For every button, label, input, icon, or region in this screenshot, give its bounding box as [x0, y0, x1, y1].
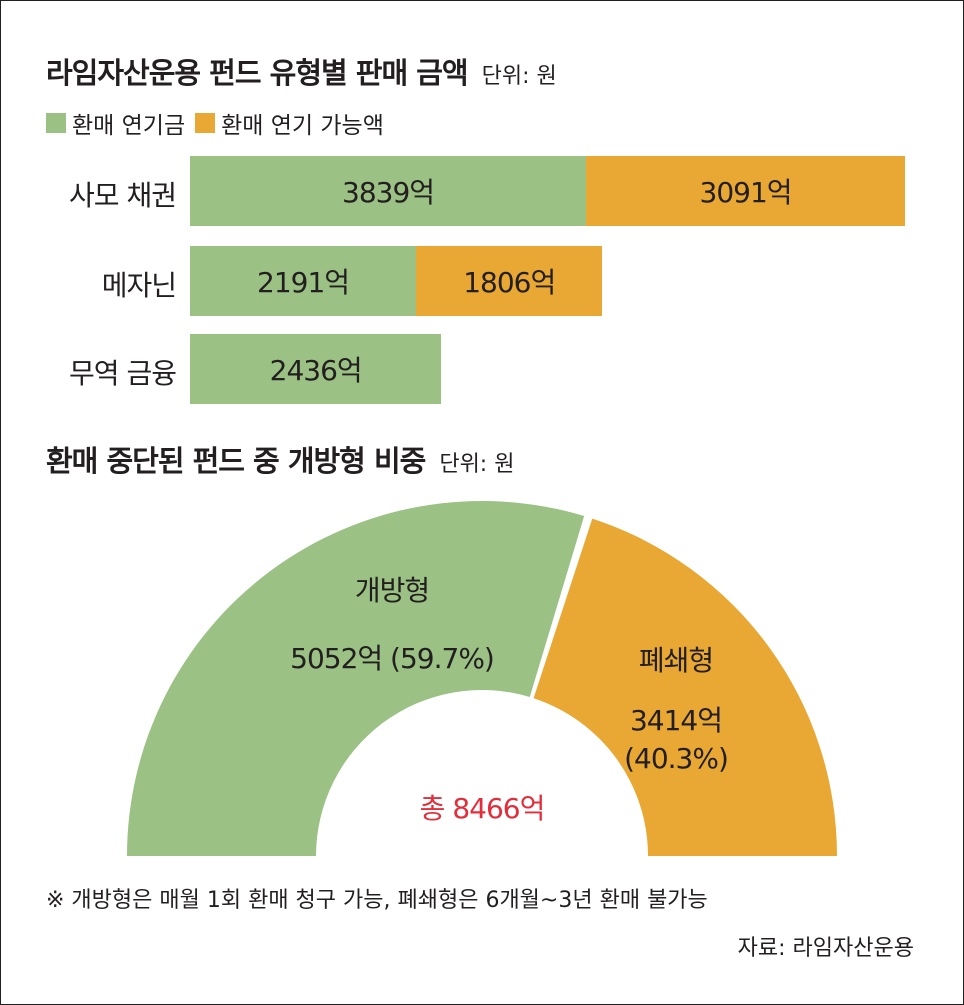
- donut-chart-title: 환매 중단된 펀드 중 개방형 비중 단위: 원: [46, 444, 515, 478]
- slice-name-label: 개방형: [355, 574, 429, 607]
- slice-name-label: 폐쇄형: [639, 644, 713, 677]
- legend-swatch-green: [46, 113, 66, 133]
- legend-label: 환매 연기금: [72, 113, 186, 139]
- donut-slice-open-ended: [127, 500, 585, 856]
- slice-value-label: 5052억 (59.7%): [290, 642, 494, 675]
- bar-segment: 3091억: [586, 156, 905, 226]
- bar-chart-unit: 단위: 원: [481, 64, 557, 89]
- bar-segment: 1806억: [416, 246, 603, 316]
- bar-segment: 3839억: [190, 156, 587, 226]
- slice-percent-label: (40.3%): [624, 742, 728, 775]
- slice-value-label: 3414억: [630, 704, 722, 737]
- bar-chart-title: 라임자산운용 펀드 유형별 판매 금액 단위: 원: [46, 56, 557, 90]
- legend-item-deferrable-amount: 환매 연기 가능액: [195, 106, 384, 140]
- bar-value-label: 1806억: [463, 266, 556, 299]
- bar-segment: 2191억: [190, 246, 417, 316]
- legend-label: 환매 연기 가능액: [221, 113, 384, 139]
- bar-segment: 2436억: [190, 334, 442, 404]
- donut-total-label: 총 8466억: [420, 792, 545, 825]
- source-credit: 자료: 라임자산운용: [737, 936, 914, 961]
- bar-value-label: 2191억: [257, 266, 350, 299]
- category-label: 무역 금융: [69, 357, 177, 390]
- footnote: ※ 개방형은 매월 1회 환매 청구 가능, 폐쇄형은 6개월~3년 환매 불가…: [46, 888, 708, 913]
- donut-slice-closed-ended: [533, 518, 837, 856]
- category-label: 사모 채권: [69, 179, 177, 212]
- legend-item-redemption-deferred: 환매 연기금: [46, 106, 185, 140]
- legend-swatch-orange: [195, 113, 216, 133]
- donut-chart-unit: 단위: 원: [439, 452, 515, 477]
- category-label: 메자닌: [101, 269, 177, 302]
- bar-value-label: 3839억: [342, 176, 435, 209]
- bar-value-label: 3091억: [699, 176, 793, 209]
- half-donut-chart: 개방형 5052억 (59.7%) 폐쇄형 3414억 (40.3%) 총 8466억: [127, 500, 837, 856]
- bar-value-label: 2436억: [269, 354, 363, 387]
- bar-chart-legend: 환매 연기금 환매 연기 가능액: [46, 106, 394, 140]
